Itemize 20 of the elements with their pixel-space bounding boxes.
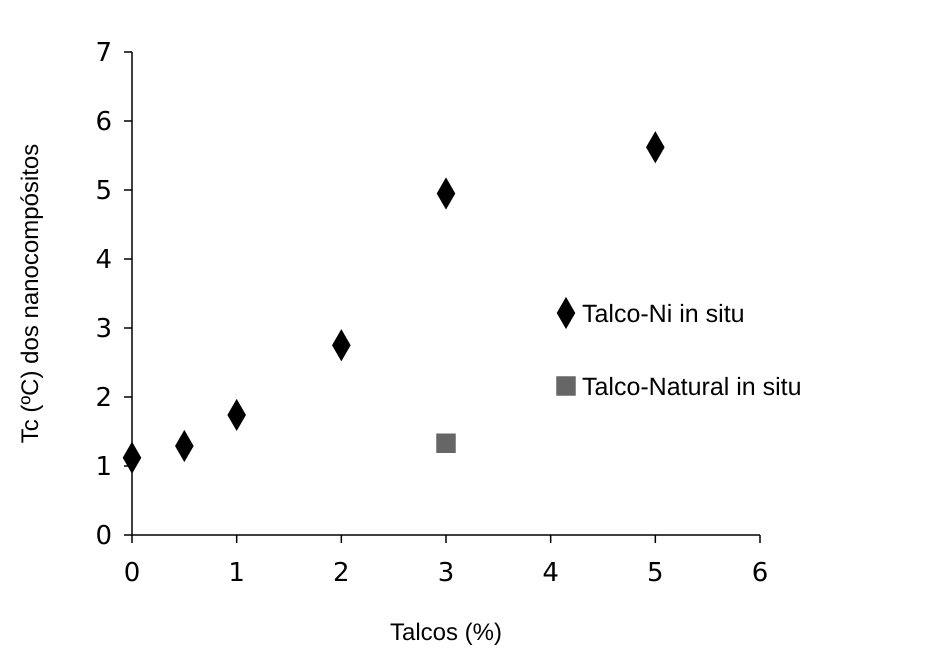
x-axis-title: Talcos (%) <box>390 619 502 646</box>
y-tick-label: 7 <box>95 38 112 68</box>
legend-label: Talco-Ni in situ <box>582 300 745 328</box>
y-tick-label: 6 <box>95 107 112 138</box>
x-tick-label: 2 <box>333 558 350 588</box>
y-tick-label: 5 <box>95 176 112 206</box>
y-axis-title: Tc (ºC) dos nanocompósitos <box>17 144 44 444</box>
legend-label: Talco-Natural in situ <box>582 372 802 401</box>
y-tick-label: 3 <box>95 314 112 344</box>
x-tick-label: 6 <box>752 558 768 588</box>
y-tick-label: 1 <box>95 452 112 482</box>
point <box>436 433 456 453</box>
x-tick-label: 5 <box>647 558 664 588</box>
x-tick-label: 1 <box>228 558 245 588</box>
x-tick-label: 0 <box>124 558 140 588</box>
y-tick-label: 4 <box>95 245 112 276</box>
y-tick-label: 0 <box>95 521 112 552</box>
x-tick-label: 4 <box>542 558 559 588</box>
x-tick-label: 3 <box>438 558 454 588</box>
y-tick-label: 2 <box>95 383 112 414</box>
